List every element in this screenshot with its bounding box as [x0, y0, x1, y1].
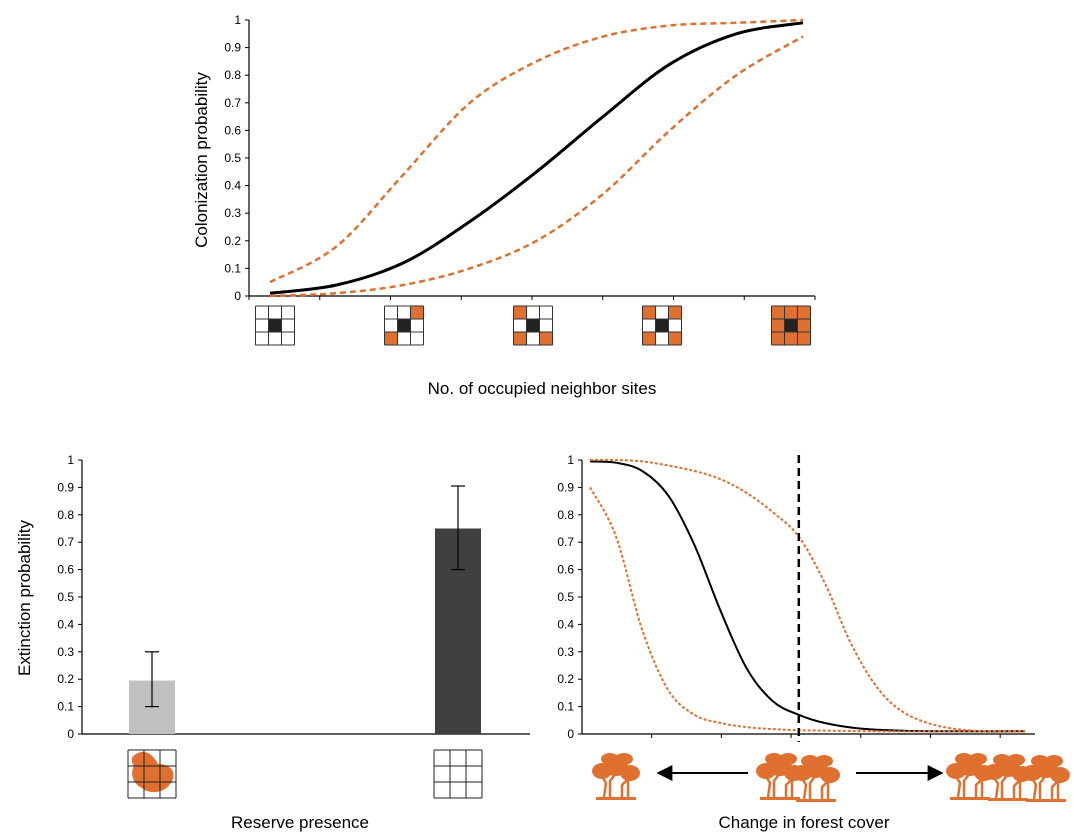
- y-tick-label: 0.8: [224, 68, 241, 82]
- forest-medium-icon: [754, 751, 842, 804]
- y-tick-label: 0.8: [57, 508, 74, 522]
- y-tick-label: 0.6: [57, 563, 74, 577]
- y-tick-label: 0.3: [557, 645, 574, 659]
- y-tick-label: 0.5: [57, 590, 74, 604]
- lower-curve: [589, 486, 1025, 733]
- y-tick-label: 0.6: [557, 563, 574, 577]
- neighbor-grid-icon: [771, 305, 811, 346]
- y-tick-label: 0.4: [57, 617, 74, 631]
- y-tick-label: 0.4: [224, 179, 241, 193]
- x-axis-label: Change in forest cover: [718, 813, 889, 832]
- y-tick-label: 0.3: [57, 645, 74, 659]
- y-tick-label: 0.1: [224, 261, 241, 275]
- y-tick-label: 0.3: [224, 206, 241, 220]
- y-tick-label: 0.2: [224, 234, 241, 248]
- y-tick-label: 0.7: [224, 96, 241, 110]
- x-axis-label: No. of occupied neighbor sites: [428, 379, 657, 398]
- estimate-curve: [269, 21, 804, 295]
- y-tick-label: 1: [567, 453, 574, 467]
- estimate-curve: [589, 460, 1026, 733]
- neighbor-grid-icon: [255, 305, 295, 346]
- y-tick-label: 1: [234, 13, 241, 27]
- y-tick-label: 0.1: [57, 700, 74, 714]
- plain-grid-icon: [433, 749, 483, 799]
- extinction-forest-panel: 0 0.1 0.2 0.3 0.4 0.5 0.6 0.7 0.8 0.9 1 Change in …: [557, 453, 1072, 832]
- y-tick-label: 0.1: [557, 700, 574, 714]
- x-axis-label: Reserve presence: [231, 813, 369, 832]
- colonization-panel: 0 0.1 0.2 0.3 0.4 0.5 0.6 0.7 0.8 0.9 1 Colonizati…: [192, 13, 816, 398]
- y-tick-label: 0.2: [57, 672, 74, 686]
- y-axis-label: Colonization probability: [192, 72, 211, 248]
- y-tick-label: 0: [234, 289, 241, 303]
- extinction-reserve-panel: 0 0.1 0.2 0.3 0.4 0.5 0.6 0.7 0.8 0.9 1 Extinction…: [15, 453, 530, 832]
- neighbor-grid-icon: [513, 305, 553, 346]
- reserve-grid-icon: [127, 749, 177, 799]
- upper-curve: [589, 458, 1026, 733]
- upper-curve: [269, 18, 804, 284]
- neighbor-grid-icon: [384, 305, 424, 346]
- y-tick-label: 0.2: [557, 672, 574, 686]
- y-tick-label: 0: [567, 727, 574, 741]
- y-tick-label: 0.5: [557, 590, 574, 604]
- lower-curve: [269, 35, 804, 298]
- y-tick-label: 0.9: [557, 480, 574, 494]
- y-tick-label: 0.6: [224, 123, 241, 137]
- forest-dense-icon: [944, 751, 1072, 804]
- y-tick-label: 0.4: [557, 617, 574, 631]
- y-tick-label: 0.5: [224, 151, 241, 165]
- forest-sparse-icon: [590, 751, 642, 802]
- y-axis-label: Extinction probability: [15, 520, 34, 676]
- y-tick-label: 0.8: [557, 508, 574, 522]
- y-tick-label: 0.9: [224, 41, 241, 55]
- y-tick-label: 0.9: [57, 480, 74, 494]
- neighbor-grid-icon: [642, 305, 682, 346]
- y-tick-label: 0: [67, 727, 74, 741]
- y-tick-label: 0.7: [57, 535, 74, 549]
- y-tick-label: 0.7: [557, 535, 574, 549]
- y-tick-label: 1: [67, 453, 74, 467]
